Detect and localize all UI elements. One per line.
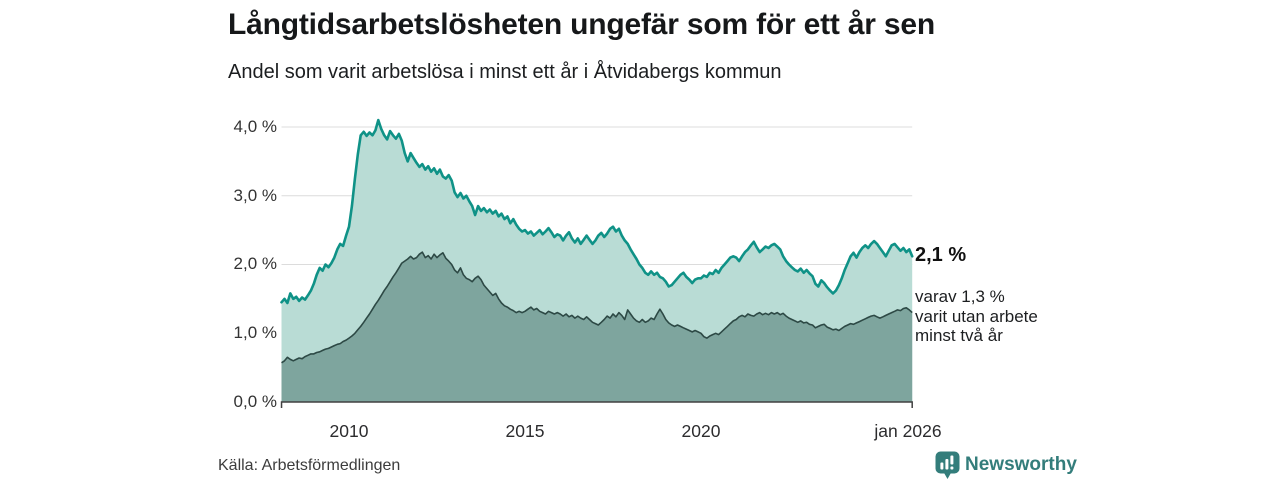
end-note-line: varit utan arbete xyxy=(915,306,1038,326)
x-axis-line xyxy=(280,401,913,408)
y-tick-label: 2,0 % xyxy=(233,254,277,273)
x-tick-label: jan 2026 xyxy=(874,421,942,441)
logo-exclamation-bar xyxy=(950,455,954,465)
page-title: Långtidsarbetslösheten ungefär som för e… xyxy=(228,8,936,41)
y-tick-label: 1,0 % xyxy=(233,323,277,342)
end-note-label: varav 1,3 % varit utan arbete minst två … xyxy=(915,287,1038,346)
logo-bar-tall xyxy=(945,459,949,470)
end-value-label: 2,1 % xyxy=(915,244,967,266)
line-two-year-series xyxy=(281,251,913,364)
page-subtitle: Andel som varit arbetslösa i minst ett å… xyxy=(228,61,782,83)
area-two-year-series xyxy=(281,252,913,402)
source-note: Källa: Arbetsförmedlingen xyxy=(218,457,401,474)
logo-exclamation-dot xyxy=(950,466,954,470)
end-note-line: minst två år xyxy=(915,326,1003,345)
brand-name: Newsworthy xyxy=(965,454,1077,475)
y-tick-label: 3,0 % xyxy=(233,186,277,205)
y-tick-label: 4,0 % xyxy=(233,117,277,136)
x-tick-label: 2020 xyxy=(681,421,721,441)
logo-bar-short xyxy=(940,462,944,470)
y-tick-label: 0,0 % xyxy=(233,392,277,411)
end-note-line: varav 1,3 % xyxy=(915,287,1005,306)
x-tick-label: 2010 xyxy=(329,421,369,441)
newsworthy-logo-icon xyxy=(935,451,960,479)
line-total-series xyxy=(280,118,914,305)
x-tick-label: 2015 xyxy=(505,421,545,441)
